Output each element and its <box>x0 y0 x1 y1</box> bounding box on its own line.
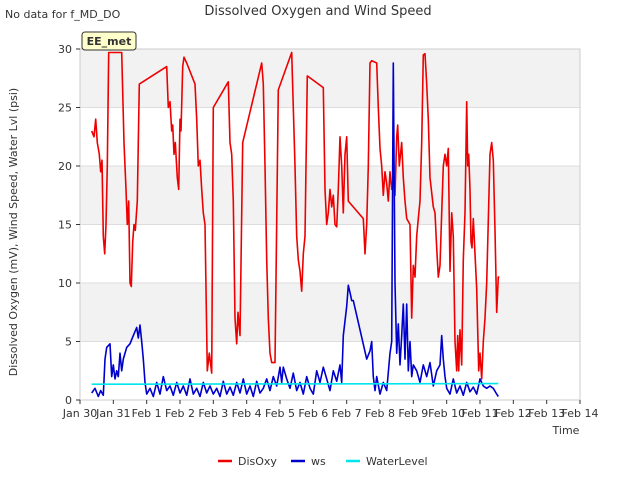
y-tick-label: 20 <box>58 160 72 173</box>
grid-band <box>80 49 580 108</box>
x-tick-label: Feb 9 <box>398 407 428 420</box>
y-axis-label: Dissolved Oxygen (mV), Wind Speed, Water… <box>7 88 20 376</box>
y-axis-ticks: 0 5 10 15 20 25 30 <box>58 43 80 407</box>
x-tick-label: Feb 5 <box>265 407 295 420</box>
x-tick-label: Feb 6 <box>298 407 328 420</box>
x-tick-label: Feb 11 <box>462 407 499 420</box>
x-tick-label: Feb 2 <box>165 407 195 420</box>
legend-label-ws: ws <box>311 455 326 468</box>
no-data-note: No data for f_MD_DO <box>5 8 121 21</box>
series-line-ws <box>91 62 499 398</box>
x-tick-label: Jan 30 <box>62 407 97 420</box>
x-tick-label: Feb 14 <box>562 407 599 420</box>
y-tick-label: 30 <box>58 43 72 56</box>
legend-label-disoxy: DisOxy <box>238 455 277 468</box>
legend-label-waterlevel: WaterLevel <box>366 455 428 468</box>
series-line-waterlevel <box>91 382 499 385</box>
y-tick-label: 5 <box>65 336 72 349</box>
y-tick-label: 15 <box>58 219 72 232</box>
x-tick-label: Jan 31 <box>95 407 130 420</box>
x-tick-label: Feb 12 <box>495 407 532 420</box>
x-tick-label: Feb 1 <box>132 407 162 420</box>
station-badge: EE_met <box>81 31 137 51</box>
x-tick-label: Feb 7 <box>332 407 362 420</box>
legend: DisOxy ws WaterLevel <box>218 455 428 468</box>
x-tick-label: Feb 3 <box>198 407 228 420</box>
series-line-disoxy <box>90 51 500 380</box>
station-badge-box <box>81 31 137 51</box>
chart-title: Dissolved Oxygen and Wind Speed <box>204 4 431 19</box>
x-tick-label: Feb 10 <box>428 407 465 420</box>
station-badge-label: EE_met <box>87 35 132 48</box>
y-tick-label: 10 <box>58 277 72 290</box>
series-layer <box>90 51 500 398</box>
x-tick-label: Feb 13 <box>528 407 565 420</box>
x-tick-label: Feb 4 <box>232 407 262 420</box>
y-tick-label: 25 <box>58 102 72 115</box>
y-tick-label: 0 <box>65 394 72 407</box>
grid-band <box>80 283 580 342</box>
x-axis-label: Time <box>552 424 580 437</box>
x-tick-label: Feb 8 <box>365 407 395 420</box>
